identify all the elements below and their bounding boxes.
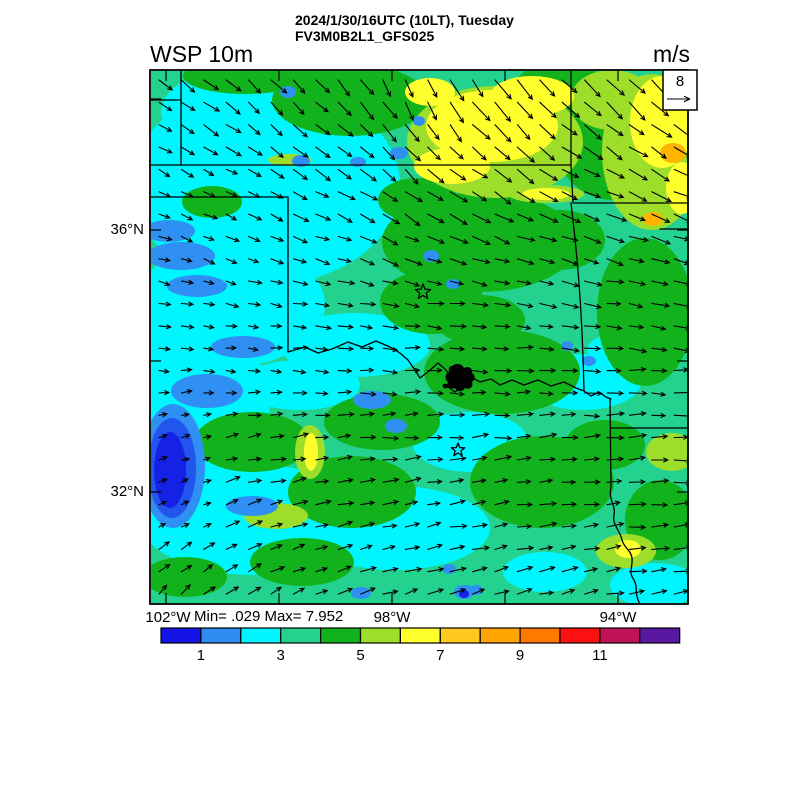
lon-label-98W: 98°W (373, 609, 411, 626)
city-star (450, 442, 466, 457)
colorbar-segment (639, 627, 681, 644)
red-river (287, 340, 612, 400)
colorbar-segment (240, 627, 282, 644)
colorbar-segment (599, 627, 641, 644)
colorbar-segment (280, 627, 322, 644)
colorbar-segment (160, 627, 202, 644)
reference-arrow-value: 8 (675, 73, 685, 90)
title-model: FV3M0B2L1_GFS025 (295, 28, 435, 44)
colorbar-segment (559, 627, 601, 644)
colorbar-tick-label: 5 (356, 647, 365, 664)
colorbar-tick-label: 11 (592, 647, 608, 664)
minmax-stats-label: Min= .029 Max= 7.952 (194, 608, 344, 625)
colorbar-tick-label: 3 (276, 647, 285, 664)
lon-label-102W: 102°W (145, 609, 191, 626)
lat-label-32N: 32°N (110, 483, 144, 500)
colorbar-segment (399, 627, 441, 644)
border-texas-arkansas (609, 398, 612, 488)
title-datetime: 2024/1/30/16UTC (10LT), Tuesday (295, 12, 514, 28)
lon-label-94W: 94°W (599, 609, 637, 626)
colorbar-tick-label: 1 (196, 647, 206, 664)
map-frame (149, 69, 689, 605)
units-label: m/s (652, 41, 690, 67)
colorbar-segment (200, 627, 242, 644)
reference-vector-box (662, 69, 698, 111)
colorbar-segment (479, 627, 521, 644)
colorbar (160, 627, 681, 644)
colorbar-segment (519, 627, 561, 644)
colorbar-segment (439, 627, 481, 644)
variable-label: WSP 10m (150, 41, 254, 67)
border-texas-louisiana (609, 486, 641, 603)
colorbar-segment (359, 627, 402, 644)
wind-arrows (158, 79, 687, 596)
colorbar-segment (320, 627, 362, 644)
city-star-markers (414, 283, 466, 457)
colorbar-tick-label: 7 (436, 647, 445, 664)
city-star (414, 283, 432, 300)
colorbar-tick-label: 9 (515, 647, 525, 664)
lat-label-36N: 36°N (110, 221, 144, 238)
state-borders (151, 71, 687, 603)
